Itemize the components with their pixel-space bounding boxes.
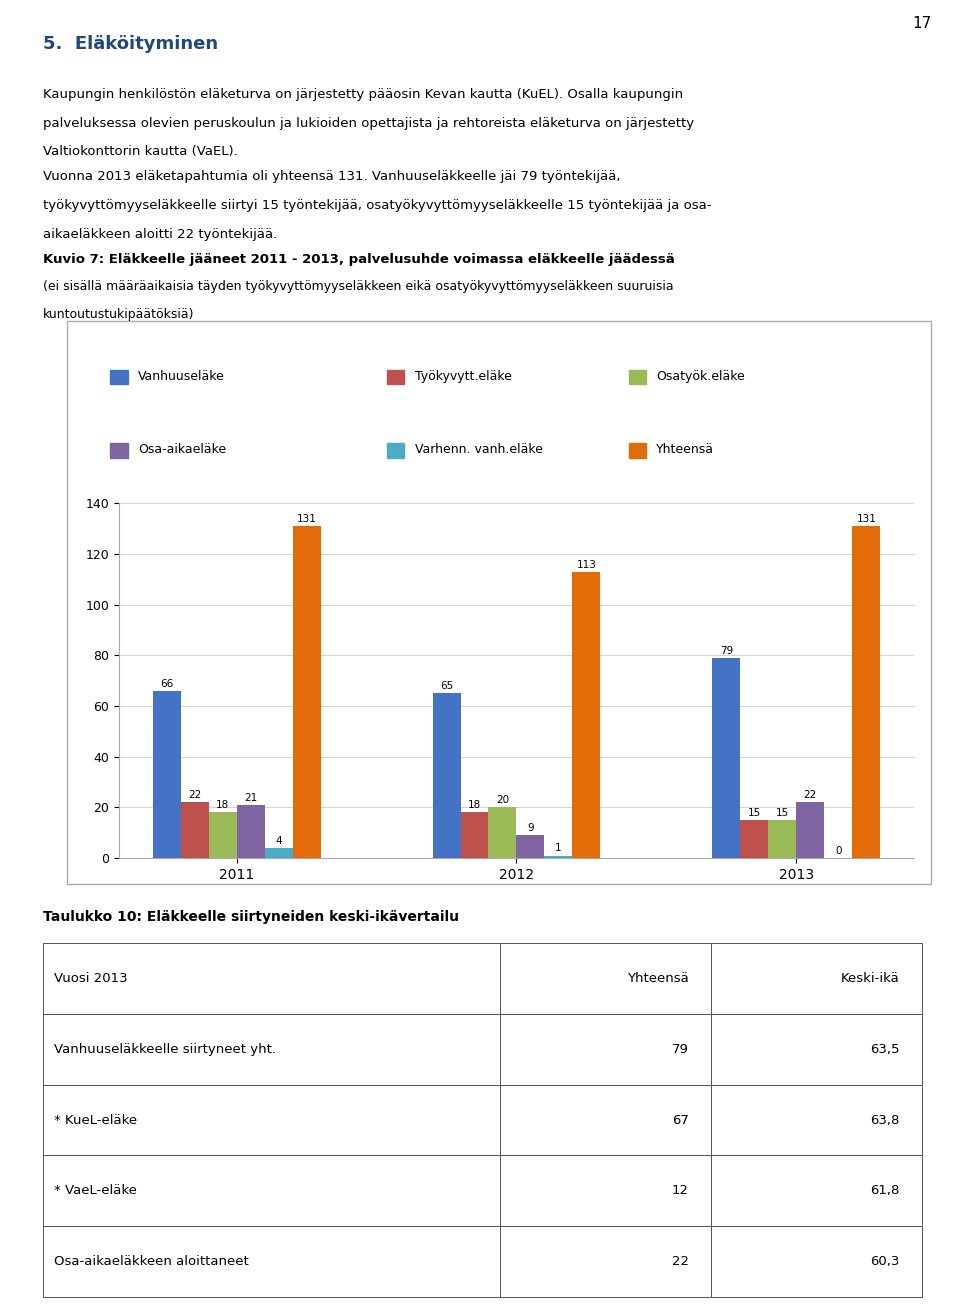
Text: Vanhuuseläkkeelle siirtyneet yht.: Vanhuuseläkkeelle siirtyneet yht. bbox=[54, 1043, 276, 1056]
Bar bbox=[500, 1085, 710, 1155]
Text: Valtiokonttorin kautta (VaEL).: Valtiokonttorin kautta (VaEL). bbox=[43, 145, 238, 159]
Text: 18: 18 bbox=[216, 800, 229, 811]
Bar bbox=[710, 1226, 922, 1297]
Text: 131: 131 bbox=[297, 514, 317, 524]
Text: 1: 1 bbox=[555, 844, 562, 854]
Text: palveluksessa olevien peruskoulun ja lukioiden opettajista ja rehtoreista eläket: palveluksessa olevien peruskoulun ja luk… bbox=[43, 117, 694, 130]
Text: Vuosi 2013: Vuosi 2013 bbox=[54, 972, 128, 985]
Text: 60,3: 60,3 bbox=[871, 1255, 900, 1268]
Text: Kuvio 7: Eläkkeelle jääneet 2011 - 2013, palvelusuhde voimassa eläkkeelle jäädes: Kuvio 7: Eläkkeelle jääneet 2011 - 2013,… bbox=[43, 253, 675, 266]
Bar bbox=[544, 855, 572, 858]
Text: 131: 131 bbox=[856, 514, 876, 524]
Text: 63,8: 63,8 bbox=[871, 1114, 900, 1127]
Text: aikaeläkkeen aloitti 22 työntekijää.: aikaeläkkeen aloitti 22 työntekijää. bbox=[43, 228, 277, 241]
Bar bbox=[710, 1014, 922, 1085]
Bar bbox=[387, 444, 404, 457]
Bar bbox=[208, 812, 236, 858]
Text: 15: 15 bbox=[776, 808, 789, 817]
Bar bbox=[797, 802, 825, 858]
Text: 113: 113 bbox=[577, 559, 596, 570]
Bar bbox=[710, 943, 922, 1014]
Bar bbox=[461, 812, 489, 858]
Bar bbox=[387, 371, 404, 384]
Bar bbox=[629, 444, 646, 457]
Text: 15: 15 bbox=[748, 808, 761, 817]
Text: 18: 18 bbox=[468, 800, 481, 811]
Text: Vanhuuseläke: Vanhuuseläke bbox=[138, 371, 225, 384]
Bar bbox=[43, 943, 500, 1014]
Bar bbox=[43, 1226, 500, 1297]
Text: Vuonna 2013 eläketapahtumia oli yhteensä 131. Vanhuuseläkkeelle jäi 79 työntekij: Vuonna 2013 eläketapahtumia oli yhteensä… bbox=[43, 170, 621, 183]
Bar bbox=[433, 693, 461, 858]
Text: Yhteensä: Yhteensä bbox=[657, 444, 714, 456]
Text: 21: 21 bbox=[244, 793, 257, 803]
Text: kuntoutustukipäätöksiä): kuntoutustukipäätöksiä) bbox=[43, 308, 195, 321]
Bar bbox=[768, 820, 797, 858]
Text: Kaupungin henkilöstön eläketurva on järjestetty pääosin Kevan kautta (KuEL). Osa: Kaupungin henkilöstön eläketurva on järj… bbox=[43, 88, 684, 101]
Bar bbox=[500, 943, 710, 1014]
Bar bbox=[500, 1155, 710, 1226]
Bar bbox=[740, 820, 768, 858]
Text: Keski-ikä: Keski-ikä bbox=[841, 972, 900, 985]
Text: 17: 17 bbox=[912, 16, 931, 30]
Bar bbox=[489, 807, 516, 858]
Text: 79: 79 bbox=[672, 1043, 689, 1056]
Text: 66: 66 bbox=[160, 679, 173, 689]
Text: * VaeL-eläke: * VaeL-eläke bbox=[54, 1184, 136, 1197]
Bar bbox=[710, 1085, 922, 1155]
Text: 65: 65 bbox=[440, 681, 453, 692]
Text: 22: 22 bbox=[672, 1255, 689, 1268]
Text: * KueL-eläke: * KueL-eläke bbox=[54, 1114, 137, 1127]
Text: Osa-aikaeläke: Osa-aikaeläke bbox=[138, 444, 227, 456]
Text: 12: 12 bbox=[672, 1184, 689, 1197]
Bar bbox=[852, 527, 880, 858]
Text: Varhenn. vanh.eläke: Varhenn. vanh.eläke bbox=[415, 444, 542, 456]
Bar bbox=[712, 658, 740, 858]
Text: Yhteensä: Yhteensä bbox=[627, 972, 689, 985]
Text: 22: 22 bbox=[188, 790, 202, 800]
Text: 79: 79 bbox=[720, 646, 733, 656]
Bar bbox=[110, 444, 128, 457]
Bar bbox=[500, 1014, 710, 1085]
Text: Osa-aikaeläkkeen aloittaneet: Osa-aikaeläkkeen aloittaneet bbox=[54, 1255, 249, 1268]
Text: 61,8: 61,8 bbox=[871, 1184, 900, 1197]
Text: 63,5: 63,5 bbox=[870, 1043, 900, 1056]
Bar bbox=[110, 371, 128, 384]
Bar bbox=[43, 1085, 500, 1155]
Text: 22: 22 bbox=[804, 790, 817, 800]
Text: Taulukko 10: Eläkkeelle siirtyneiden keski-ikävertailu: Taulukko 10: Eläkkeelle siirtyneiden kes… bbox=[43, 910, 459, 925]
Bar bbox=[265, 848, 293, 858]
Text: (ei sisällä määräaikaisia täyden työkyvyttömyyseläkkeen eikä osatyökyvyttömyysel: (ei sisällä määräaikaisia täyden työkyvy… bbox=[43, 280, 674, 293]
Text: 9: 9 bbox=[527, 823, 534, 833]
Text: 0: 0 bbox=[835, 846, 842, 855]
Text: 4: 4 bbox=[276, 836, 282, 846]
Bar bbox=[180, 802, 208, 858]
Text: 5.  Eläköityminen: 5. Eläköityminen bbox=[43, 35, 218, 54]
Bar bbox=[293, 527, 321, 858]
Text: Osatyök.eläke: Osatyök.eläke bbox=[657, 371, 745, 384]
Bar bbox=[516, 836, 544, 858]
Text: 20: 20 bbox=[496, 795, 509, 806]
Bar bbox=[43, 1155, 500, 1226]
Bar bbox=[710, 1155, 922, 1226]
Text: Työkyvytt.eläke: Työkyvytt.eläke bbox=[415, 371, 512, 384]
Bar bbox=[629, 371, 646, 384]
Bar bbox=[572, 571, 600, 858]
Text: työkyvyttömyyseläkkeelle siirtyi 15 työntekijää, osatyökyvyttömyyseläkkeelle 15 : työkyvyttömyyseläkkeelle siirtyi 15 työn… bbox=[43, 199, 711, 212]
Bar bbox=[236, 804, 265, 858]
Bar bbox=[43, 1014, 500, 1085]
Bar bbox=[500, 1226, 710, 1297]
Text: 67: 67 bbox=[672, 1114, 689, 1127]
Bar bbox=[153, 690, 180, 858]
